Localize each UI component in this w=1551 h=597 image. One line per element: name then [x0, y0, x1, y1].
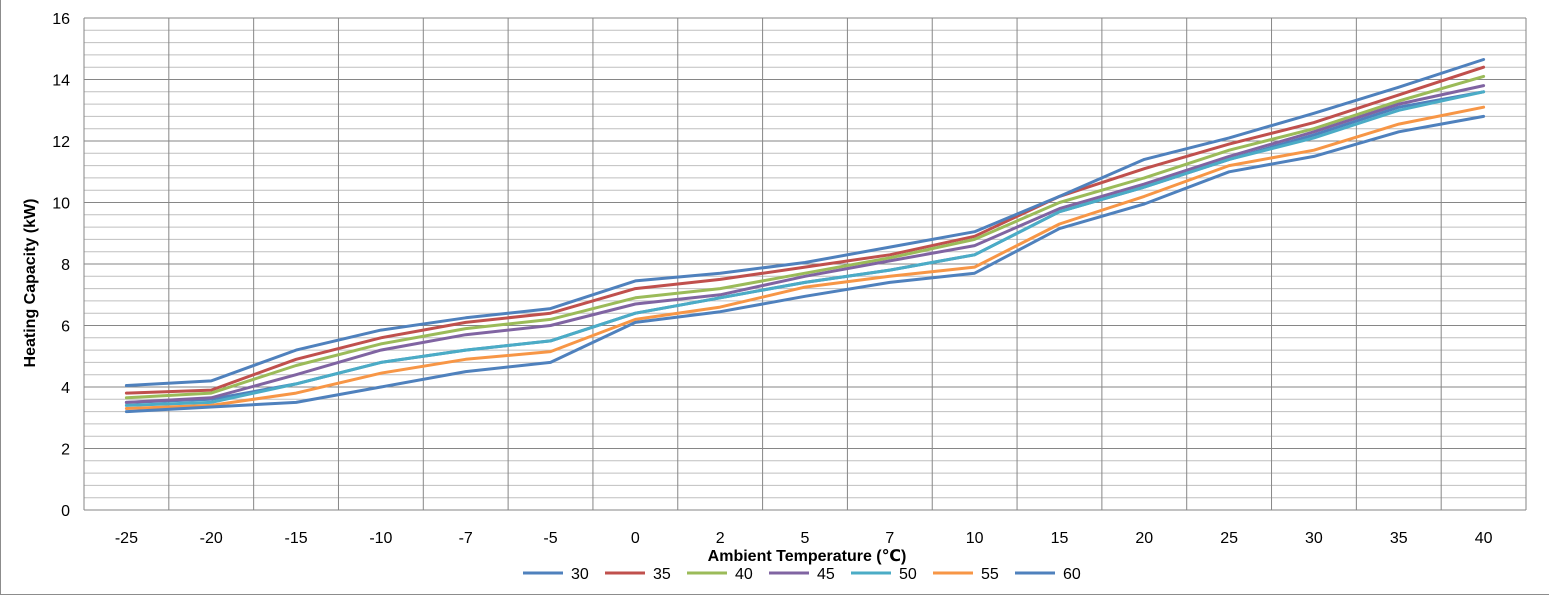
legend-label: 35: [653, 566, 671, 583]
x-tick-label: 15: [1051, 530, 1069, 547]
y-tick-label: 16: [52, 11, 70, 28]
y-tick-label: 8: [61, 257, 70, 274]
y-tick-label: 14: [52, 73, 70, 90]
x-tick-label: -5: [543, 530, 557, 547]
y-tick-label: 4: [61, 380, 70, 397]
legend-label: 40: [735, 566, 753, 583]
legend-label: 45: [817, 566, 835, 583]
legend-label: 30: [571, 566, 589, 583]
x-tick-label: 40: [1475, 530, 1493, 547]
legend-label: 60: [1063, 566, 1081, 583]
x-tick-label: 35: [1390, 530, 1408, 547]
series-lines: [124, 58, 1486, 414]
x-tick-label: 20: [1135, 530, 1153, 547]
y-tick-label: 2: [61, 442, 70, 459]
x-tick-label: 5: [801, 530, 810, 547]
series-line: [124, 114, 1486, 414]
series-line: [124, 58, 1486, 387]
x-tick-label: 25: [1220, 530, 1238, 547]
x-tick-label: -10: [369, 530, 392, 547]
series-line: [124, 65, 1486, 395]
x-tick-label: 10: [966, 530, 984, 547]
x-tick-label: -7: [459, 530, 473, 547]
legend-label: 55: [981, 566, 999, 583]
series-line: [124, 74, 1486, 400]
x-tick-label: 30: [1305, 530, 1323, 547]
y-tick-label: 10: [52, 196, 70, 213]
y-tick-label: 0: [61, 503, 70, 520]
x-tick-label: 0: [631, 530, 640, 547]
x-tick-label: 7: [885, 530, 894, 547]
x-axis-title: Ambient Temperature (℃): [708, 548, 907, 565]
series-line: [124, 105, 1486, 410]
grid-lines: [83, 17, 1527, 511]
axes: [83, 18, 1526, 511]
y-axis-title: Heating Capacity (kW): [22, 199, 39, 368]
x-tick-label: -15: [284, 530, 307, 547]
legend-label: 50: [899, 566, 917, 583]
series-line: [124, 84, 1486, 404]
y-tick-label: 12: [52, 134, 70, 151]
series-line: [124, 90, 1486, 407]
legend: 30 35 40 45 50 55 60: [523, 566, 1081, 583]
x-tick-label: 2: [716, 530, 725, 547]
x-tick-label: -25: [115, 530, 138, 547]
x-tick-label: -20: [200, 530, 223, 547]
y-tick-label: 6: [61, 319, 70, 336]
